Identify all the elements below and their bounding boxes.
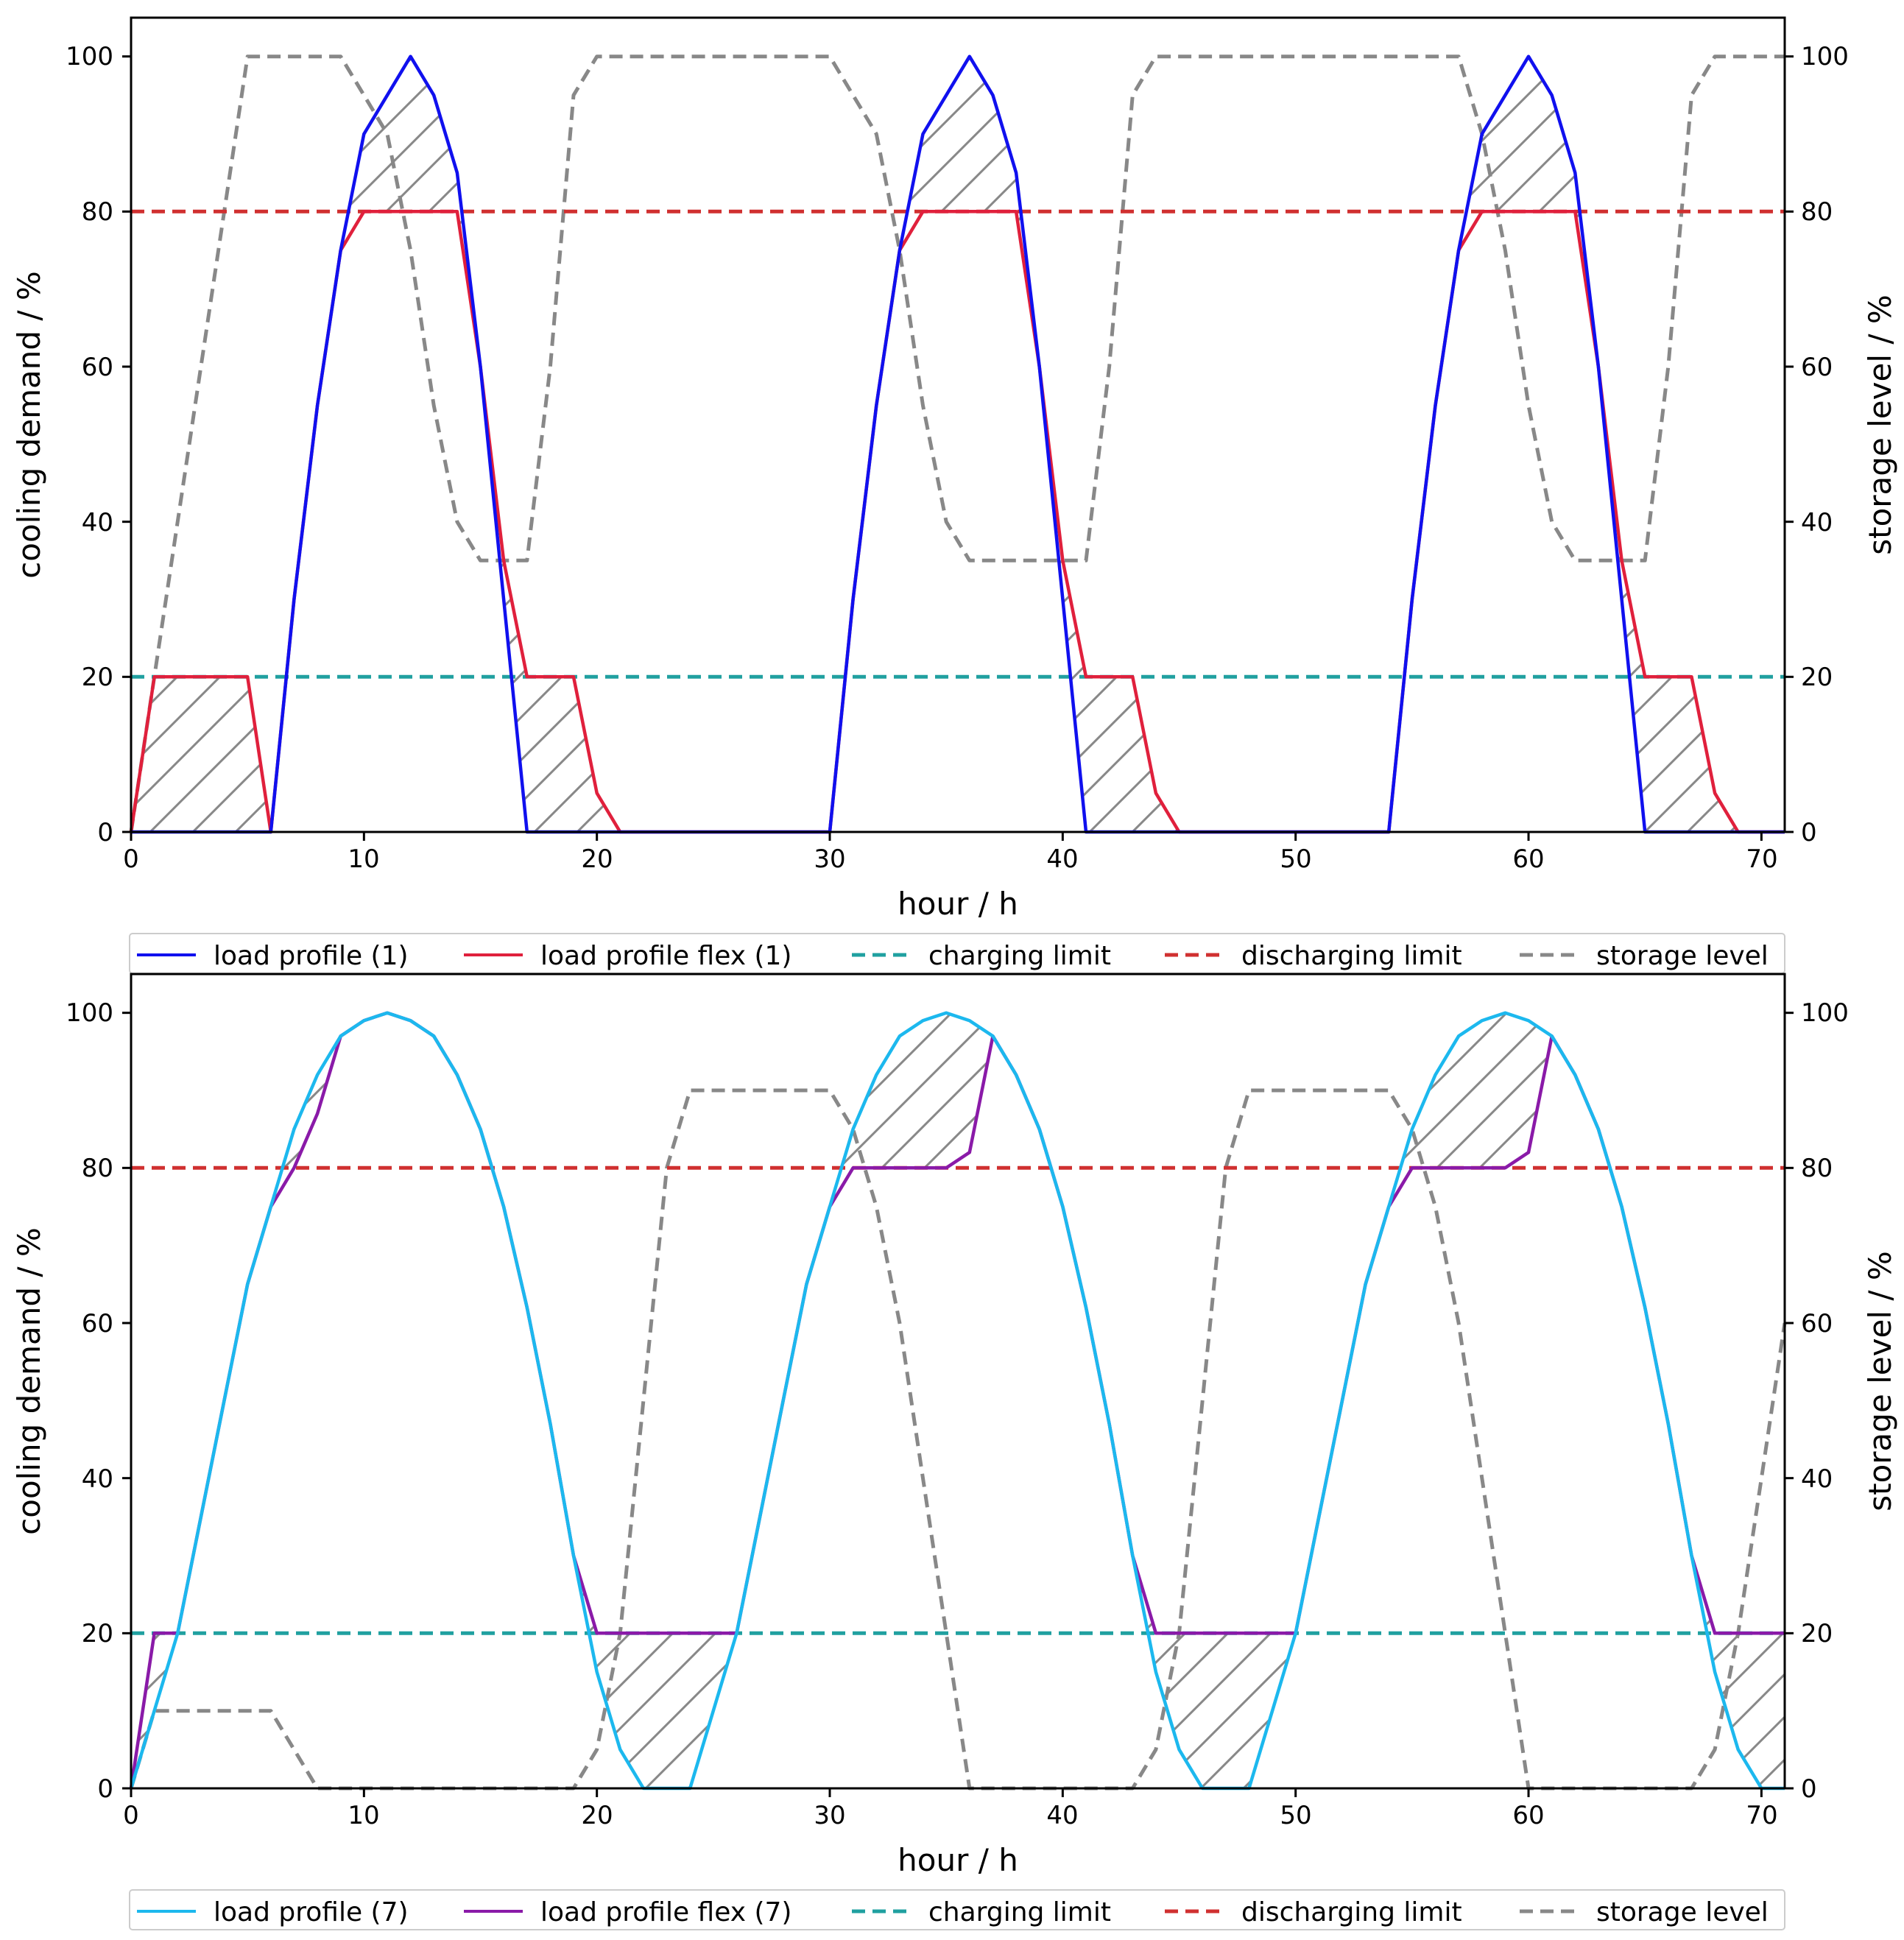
- hatched-flex-region: [131, 56, 1785, 833]
- series-line-storage-level: [129, 54, 1785, 833]
- legend-label: storage level: [1596, 1897, 1769, 1927]
- chart-panel-2: 0 10 20 30 40 50 60 70 0 20 40 60 80 100…: [11, 973, 1898, 1930]
- x-tick-label: 40: [1046, 1801, 1078, 1830]
- y2-tick-label: 100: [1801, 998, 1849, 1028]
- legend-label: load profile flex (1): [540, 941, 791, 971]
- chart-panel-1: 0 10 20 30 40 50 60 70 0 20 40 60 80 100…: [11, 16, 1898, 974]
- legend-label: discharging limit: [1241, 941, 1462, 971]
- series-group: [129, 54, 1785, 834]
- y-tick-label: 60: [82, 1309, 113, 1338]
- y-axis-label-right: storage level / %: [1862, 1251, 1898, 1512]
- plot-frame: [130, 16, 1786, 833]
- y-tick-label: 0: [97, 1774, 113, 1804]
- x-tick-label: 30: [814, 1801, 845, 1830]
- x-tick-labels: 0 10 20 30 40 50 60 70: [123, 844, 1777, 874]
- y2-tick-label: 60: [1801, 353, 1833, 382]
- y-tick-label: 40: [82, 508, 113, 537]
- hatch-group: [131, 1012, 1785, 1788]
- legend-label: load profile (7): [214, 1897, 409, 1927]
- ticks-group: [122, 55, 1794, 841]
- legend-label: charging limit: [928, 1897, 1111, 1927]
- legend-label: charging limit: [928, 941, 1111, 971]
- legend-label: storage level: [1596, 941, 1769, 971]
- y2-tick-label: 20: [1801, 663, 1833, 692]
- x-tick-label: 20: [581, 1801, 613, 1830]
- y-axis-label-right: storage level / %: [1862, 294, 1898, 555]
- x-tick-label: 10: [348, 1801, 379, 1830]
- y2-tick-label: 80: [1801, 1154, 1833, 1183]
- legend-label: load profile (1): [214, 941, 409, 971]
- y-tick-labels-left: 0 20 40 60 80 100: [66, 998, 113, 1804]
- series-line-load-profile-flex-1: [129, 210, 1785, 834]
- x-axis-label: hour / h: [898, 886, 1018, 922]
- y2-tick-label: 0: [1801, 1774, 1817, 1804]
- y-tick-label: 20: [82, 1619, 113, 1648]
- x-tick-label: 20: [581, 844, 613, 874]
- y-tick-label: 60: [82, 353, 113, 382]
- x-tick-label: 70: [1746, 844, 1777, 874]
- x-tick-label: 70: [1746, 1801, 1777, 1830]
- legend: load profile (7) load profile flex (7) c…: [129, 1889, 1785, 1930]
- x-tick-label: 0: [123, 844, 139, 874]
- y-tick-label: 80: [82, 197, 113, 227]
- y-tick-label: 100: [66, 998, 113, 1028]
- x-tick-label: 40: [1046, 844, 1078, 874]
- series-line-load-profile-1: [131, 54, 1785, 834]
- y-axis-label-left: cooling demand / %: [11, 271, 47, 579]
- series-line-load-profile-7: [129, 1011, 1785, 1791]
- legend-label: load profile flex (7): [540, 1897, 791, 1927]
- y2-tick-label: 40: [1801, 508, 1833, 537]
- y2-tick-label: 20: [1801, 1619, 1833, 1648]
- series-line-storage-level: [129, 1088, 1787, 1791]
- y-tick-label: 0: [97, 818, 113, 847]
- x-tick-label: 30: [814, 844, 845, 874]
- x-tick-label: 60: [1512, 844, 1544, 874]
- y2-tick-label: 40: [1801, 1464, 1833, 1494]
- y-tick-label: 40: [82, 1464, 113, 1494]
- legend-label: discharging limit: [1241, 1897, 1462, 1927]
- x-tick-label: 60: [1512, 1801, 1544, 1830]
- hatch-group: [131, 56, 1785, 833]
- legend-frame: [129, 1889, 1785, 1930]
- y2-tick-label: 100: [1801, 42, 1849, 71]
- legend: load profile (1) load profile flex (1) c…: [129, 933, 1785, 974]
- ticks-group: [122, 1012, 1794, 1797]
- y-tick-label: 20: [82, 663, 113, 692]
- x-tick-labels: 0 10 20 30 40 50 60 70: [123, 1801, 1777, 1830]
- y-tick-labels-left: 0 20 40 60 80 100: [66, 42, 113, 847]
- x-tick-label: 0: [123, 1801, 139, 1830]
- y-tick-labels-right: 0 20 40 60 80 100: [1801, 42, 1849, 847]
- y-tick-labels-right: 0 20 40 60 80 100: [1801, 998, 1849, 1804]
- x-tick-label: 50: [1280, 844, 1311, 874]
- x-axis-label: hour / h: [898, 1842, 1018, 1878]
- plot-frame: [130, 973, 1786, 1790]
- hatched-flex-region: [131, 1012, 1785, 1788]
- x-tick-label: 50: [1280, 1801, 1311, 1830]
- y-tick-label: 100: [66, 42, 113, 71]
- y-tick-label: 80: [82, 1154, 113, 1183]
- y2-tick-label: 60: [1801, 1309, 1833, 1338]
- y2-tick-label: 80: [1801, 197, 1833, 227]
- y-axis-label-left: cooling demand / %: [11, 1227, 47, 1535]
- x-tick-label: 10: [348, 844, 379, 874]
- y2-tick-label: 0: [1801, 818, 1817, 847]
